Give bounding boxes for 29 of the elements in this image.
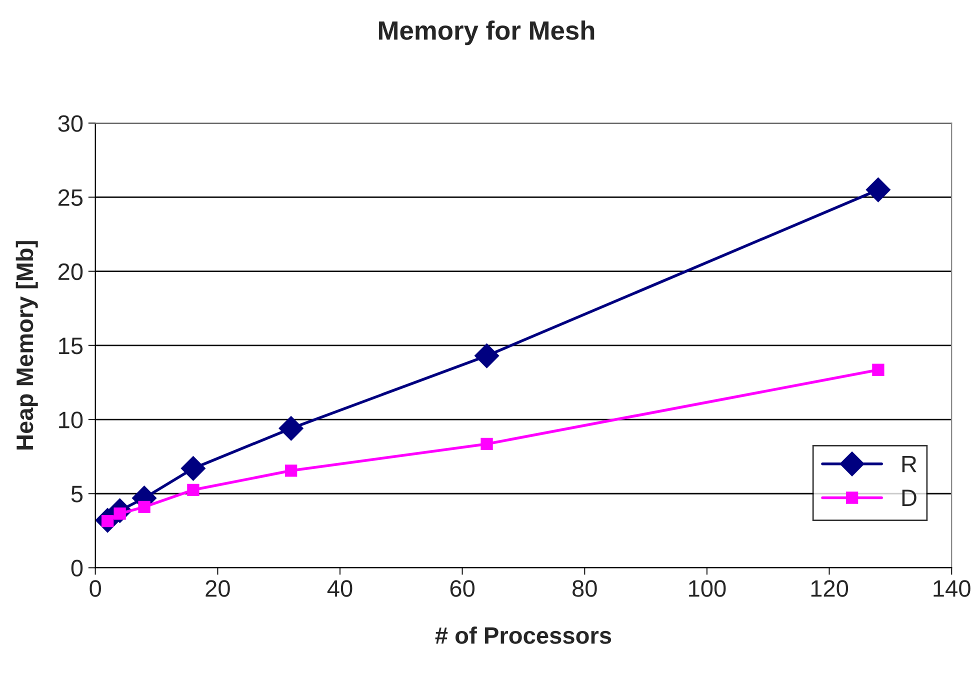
y-tick-label: 10 xyxy=(59,412,83,428)
x-axis-title: # of Processors xyxy=(435,626,612,644)
point xyxy=(180,456,206,481)
x-tick-label: 140 xyxy=(934,580,970,597)
y-tick-label: 5 xyxy=(71,486,83,502)
x-tick-label: 80 xyxy=(572,580,597,597)
legend-label: D xyxy=(902,490,916,506)
x-tick-label: 100 xyxy=(689,580,726,597)
point xyxy=(866,178,891,202)
x-tick-label: 40 xyxy=(327,580,352,597)
point xyxy=(480,438,493,450)
y-tick-label: 25 xyxy=(58,189,83,206)
legend-label: R xyxy=(902,456,916,472)
y-tick-label: 15 xyxy=(59,338,83,354)
point xyxy=(278,416,304,441)
point xyxy=(872,364,884,376)
x-tick-label: 0 xyxy=(90,580,101,597)
y-axis-title: Heap Memory [Mb] xyxy=(16,241,38,450)
x-tick-label: 20 xyxy=(206,580,230,597)
x-tick-label: 60 xyxy=(450,580,475,597)
point xyxy=(138,500,150,514)
y-tick-label: 20 xyxy=(58,263,83,280)
chart-title: Memory for Mesh xyxy=(379,20,594,46)
x-tick-label: 120 xyxy=(811,580,848,597)
y-tick-label: 30 xyxy=(58,115,83,132)
point xyxy=(284,464,298,477)
point xyxy=(187,484,200,496)
y-tick-label: 0 xyxy=(71,560,83,577)
point xyxy=(474,343,500,368)
